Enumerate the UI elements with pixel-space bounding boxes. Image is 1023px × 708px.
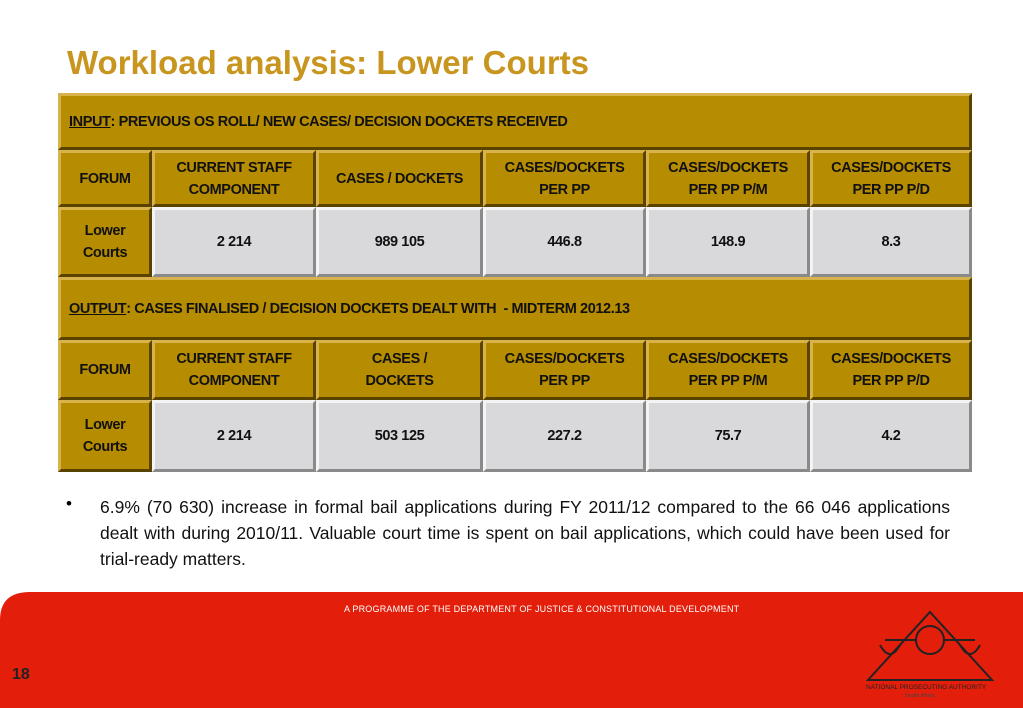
data-cell: 8.3 [810, 207, 972, 277]
header-cell: CASES/DOCKETS PER PP [483, 340, 646, 400]
title: Workload analysis: Lower Courts [67, 44, 590, 81]
header-cell: CASES/DOCKETS PER PP P/D [810, 340, 972, 400]
header-cell: CURRENT STAFF COMPONENT [152, 340, 316, 400]
data-cell: 227.2 [483, 400, 646, 472]
header-cell: CASES / DOCKETS [316, 340, 483, 400]
data-cell: 446.8 [483, 207, 646, 277]
header-cell: CASES / DOCKETS [316, 150, 483, 207]
data-cell: 75.7 [646, 400, 810, 472]
header-cell: FORUM [58, 340, 152, 400]
header-cell: CASES/DOCKETS PER PP P/D [810, 150, 972, 207]
page-number: 18 [12, 666, 30, 683]
section-text: : PREVIOUS OS ROLL/ NEW CASES/ DECISION … [110, 113, 568, 130]
header-cell: CASES/DOCKETS PER PP P/M [646, 150, 810, 207]
header-cell: CASES/DOCKETS PER PP [483, 150, 646, 207]
logo-name: NATIONAL PROSECUTING AUTHORITY [866, 684, 987, 691]
section-header: OUTPUT: CASES FINALISED / DECISION DOCKE… [58, 277, 972, 340]
data-cell: 2 214 [152, 400, 316, 472]
header-cell: CURRENT STAFF COMPONENT [152, 150, 316, 207]
data-cell: 148.9 [646, 207, 810, 277]
logo-country: South Africa [905, 693, 935, 699]
data-cell: Lower Courts [58, 207, 152, 277]
bullet-text: 6.9% (70 630) increase in formal bail ap… [100, 497, 950, 569]
bullet-dot: • [66, 494, 72, 513]
section-header: INPUT: PREVIOUS OS ROLL/ NEW CASES/ DECI… [58, 93, 972, 150]
section-label: INPUT [69, 113, 111, 130]
header-cell: FORUM [58, 150, 152, 207]
header-cell: CASES/DOCKETS PER PP P/M [646, 340, 810, 400]
data-cell: 2 214 [152, 207, 316, 277]
data-cell: 4.2 [810, 400, 972, 472]
data-cell: 503 125 [316, 400, 483, 472]
data-cell: Lower Courts [58, 400, 152, 472]
section-label: OUTPUT [69, 300, 127, 317]
programme-text: A PROGRAMME OF THE DEPARTMENT OF JUSTICE… [344, 604, 740, 614]
data-cell: 989 105 [316, 207, 483, 277]
section-text: : CASES FINALISED / DECISION DOCKETS DEA… [126, 300, 630, 317]
